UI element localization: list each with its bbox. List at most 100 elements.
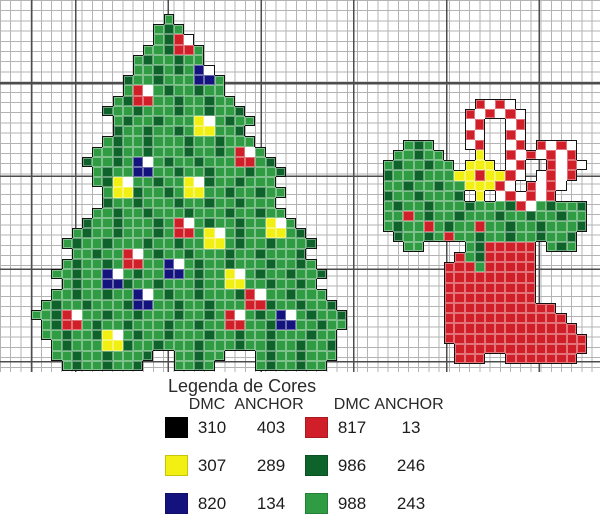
stitch-cell (536, 139, 547, 150)
stitch-cell (153, 126, 164, 137)
legend-anchor-value: 289 (256, 456, 286, 475)
stitch-cell (566, 201, 577, 212)
stitch-cell (383, 211, 394, 222)
stitch-cell (143, 350, 154, 361)
stitch-cell (464, 333, 475, 344)
stitch-cell (286, 269, 297, 280)
stitch-cell (133, 167, 144, 178)
stitch-cell (184, 207, 195, 218)
stitch-cell (184, 44, 195, 55)
stitch-cell (204, 238, 215, 249)
stitch-cell (224, 197, 235, 208)
stitch-cell (403, 139, 414, 150)
stitch-cell (214, 156, 225, 167)
stitch-cell (71, 360, 82, 371)
stitch-cell (525, 241, 536, 252)
stitch-cell (255, 228, 266, 239)
stitch-cell (163, 279, 174, 290)
stitch-cell (296, 258, 307, 269)
stitch-cell (204, 105, 215, 116)
stitch-cell (255, 218, 266, 229)
stitch-cell (214, 177, 225, 188)
stitch-cell (546, 160, 557, 171)
stitch-cell (82, 279, 93, 290)
stitch-cell (143, 146, 154, 157)
stitch-cell (413, 170, 424, 181)
stitch-cell (184, 197, 195, 208)
stitch-cell (546, 343, 557, 354)
stitch-cell (112, 258, 123, 269)
stitch-cell (102, 146, 113, 157)
stitch-cell (576, 333, 587, 344)
stitch-cell (495, 292, 506, 303)
stitch-cell (546, 139, 557, 150)
stitch-cell (485, 170, 496, 181)
stitch-cell (102, 207, 113, 218)
legend-header-dmc-left: DMC (188, 396, 226, 413)
stitch-cell (194, 228, 205, 239)
stitch-cell (112, 146, 123, 157)
stitch-cell (495, 201, 506, 212)
stitch-cell (173, 105, 184, 116)
stitch-cell (214, 279, 225, 290)
stitch-cell (102, 340, 113, 351)
stitch-cell (454, 354, 465, 365)
stitch-cell (41, 309, 52, 320)
stitch-cell (102, 330, 113, 341)
stitch-cell (286, 289, 297, 300)
stitch-cell (163, 228, 174, 239)
stitch-cell (434, 180, 445, 191)
legend-anchor-value: 134 (256, 494, 286, 513)
stitch-cell (485, 333, 496, 344)
stitch-cell (92, 167, 103, 178)
stitch-cell (112, 218, 123, 229)
stitch-cell (434, 201, 445, 212)
stitch-cell (214, 269, 225, 280)
stitch-cell (204, 136, 215, 147)
stitch-cell (454, 333, 465, 344)
stitch-cell (316, 350, 327, 361)
stitch-cell (235, 330, 246, 341)
stitch-cell (122, 146, 133, 157)
legend-dmc-value: 817 (337, 418, 367, 437)
stitch-cell (245, 177, 256, 188)
stitch-cell (423, 221, 434, 232)
stitch-cell (51, 309, 62, 320)
stitch-cell (536, 231, 547, 242)
stitch-cell (92, 207, 103, 218)
stitch-cell (474, 211, 485, 222)
stitch-cell (184, 330, 195, 341)
stitch-cell (184, 258, 195, 269)
stitch-cell (214, 248, 225, 259)
stitch-cell (112, 116, 123, 127)
stitch-cell (485, 109, 496, 120)
stitch-cell (235, 228, 246, 239)
stitch-cell (566, 323, 577, 334)
stitch-cell (173, 197, 184, 208)
stitch-cell (245, 218, 256, 229)
stitch-cell (464, 231, 475, 242)
stitch-cell (316, 269, 327, 280)
stitch-cell (505, 313, 516, 324)
stitch-cell (275, 248, 286, 259)
stitch-cell (92, 289, 103, 300)
stitch-cell (102, 187, 113, 198)
stitch-cell (92, 248, 103, 259)
stitch-cell (454, 221, 465, 232)
stitch-cell (255, 156, 266, 167)
stitch-cell (546, 180, 557, 191)
stitch-cell (235, 177, 246, 188)
stitch-cell (556, 231, 567, 242)
stitch-cell (495, 190, 506, 201)
stitch-cell (556, 160, 567, 171)
stitch-cell (204, 309, 215, 320)
stitch-cell (505, 160, 516, 171)
legend-anchor-value: 246 (396, 456, 426, 475)
stitch-cell (224, 187, 235, 198)
stitch-cell (143, 167, 154, 178)
stitch-cell (265, 269, 276, 280)
stitch-cell (112, 95, 123, 106)
stitch-cell (143, 156, 154, 167)
stitch-cell (505, 262, 516, 273)
